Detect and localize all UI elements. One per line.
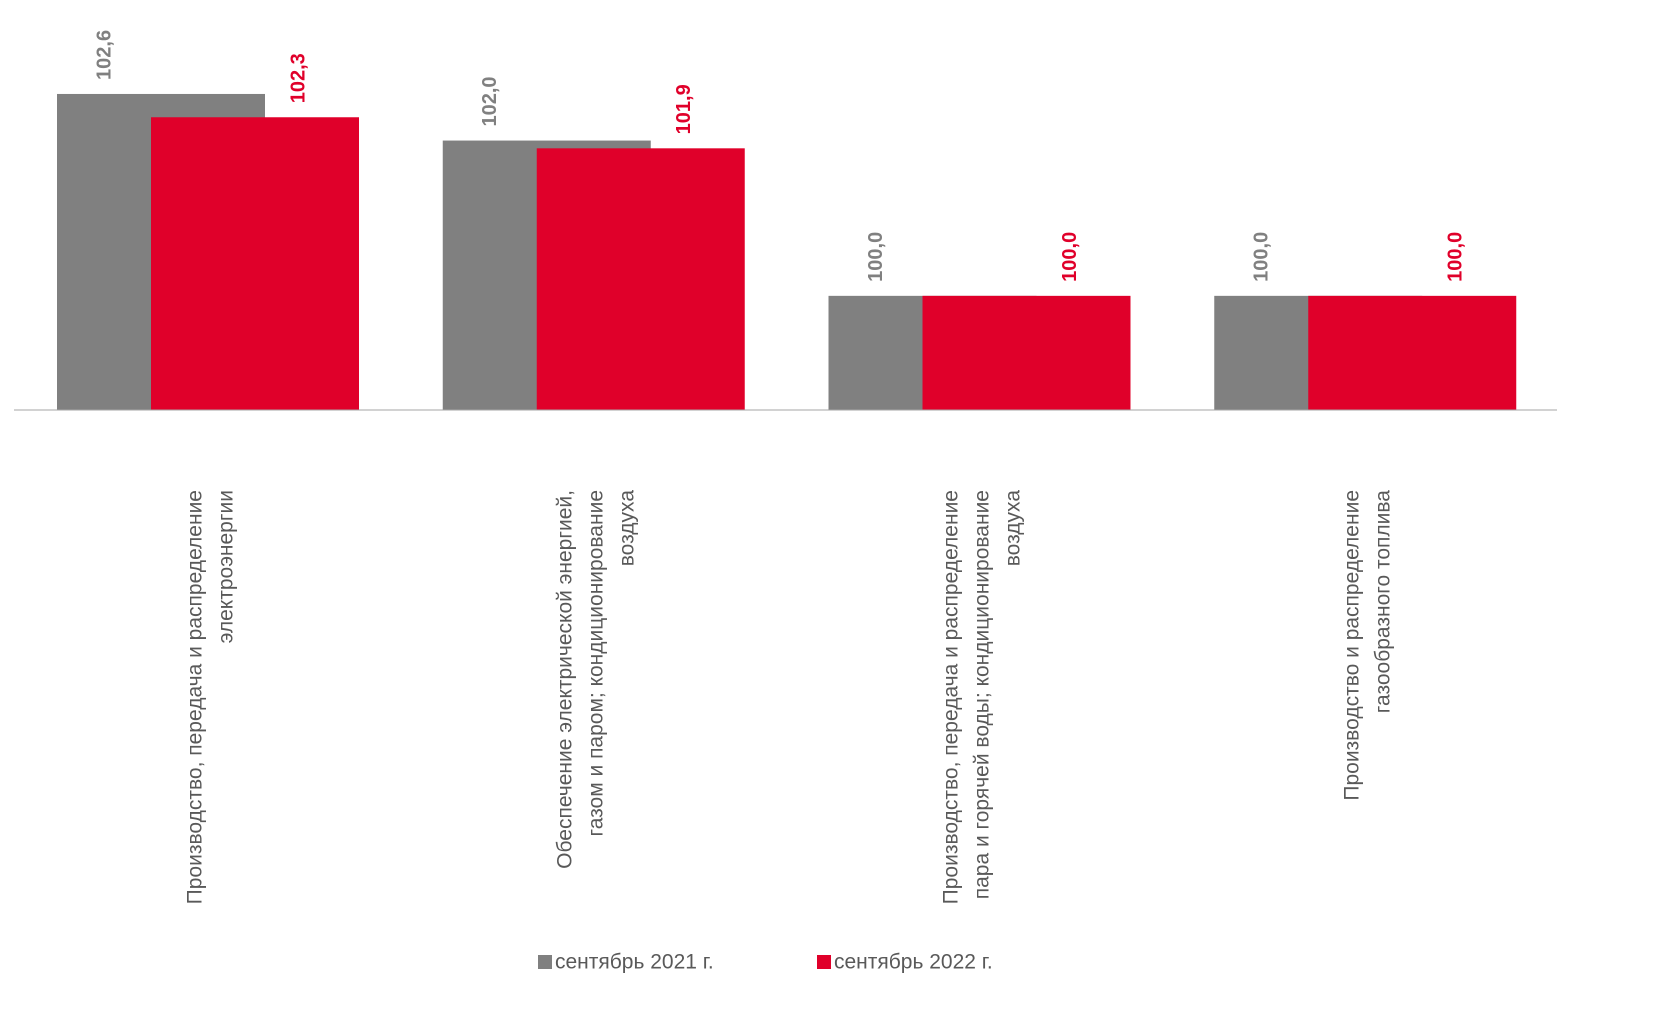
legend-swatch	[538, 955, 552, 969]
legend-label: сентябрь 2022 г.	[834, 951, 993, 974]
value-label: 102,6	[93, 30, 115, 80]
label-line: газообразного топлива	[1371, 490, 1394, 713]
value-label: 100,0	[1445, 232, 1467, 282]
label-line: электроэнергии	[214, 490, 237, 643]
bar	[922, 295, 1131, 410]
x-tick-label: Производство, передача и распределение па…	[939, 490, 1024, 905]
legend-label: сентябрь 2021 г.	[555, 951, 714, 974]
x-tick-label: Производство и распределение газообразног…	[1340, 490, 1394, 801]
value-label: 100,0	[865, 232, 887, 282]
value-label: 100,0	[1251, 232, 1273, 282]
label-line: газом и паром; кондиционирование	[584, 490, 607, 836]
label-line: Производство, передача и распределение	[183, 490, 206, 904]
bar	[536, 148, 745, 410]
label-line: пара и горячей воды; кондиционирование	[970, 490, 993, 899]
label-line: воздуха	[1001, 490, 1024, 567]
value-label: 102,0	[479, 76, 501, 126]
label-line: воздуха	[615, 490, 638, 567]
label-line: Производство, передача и распределение	[939, 490, 962, 904]
legend-swatch	[817, 955, 831, 969]
bar	[1308, 295, 1517, 410]
value-label: 100,0	[1059, 232, 1081, 282]
label-line: Обеспечение электрической энергией,	[553, 490, 576, 869]
value-label: 101,9	[673, 84, 695, 134]
x-tick-label: Производство, передача и распределение эл…	[183, 490, 237, 904]
x-tick-label: Обеспечение электрической энергией, газом…	[553, 490, 638, 869]
value-label: 102,3	[287, 53, 309, 103]
bar	[151, 117, 359, 410]
label-line: Производство и распределение	[1340, 490, 1363, 801]
